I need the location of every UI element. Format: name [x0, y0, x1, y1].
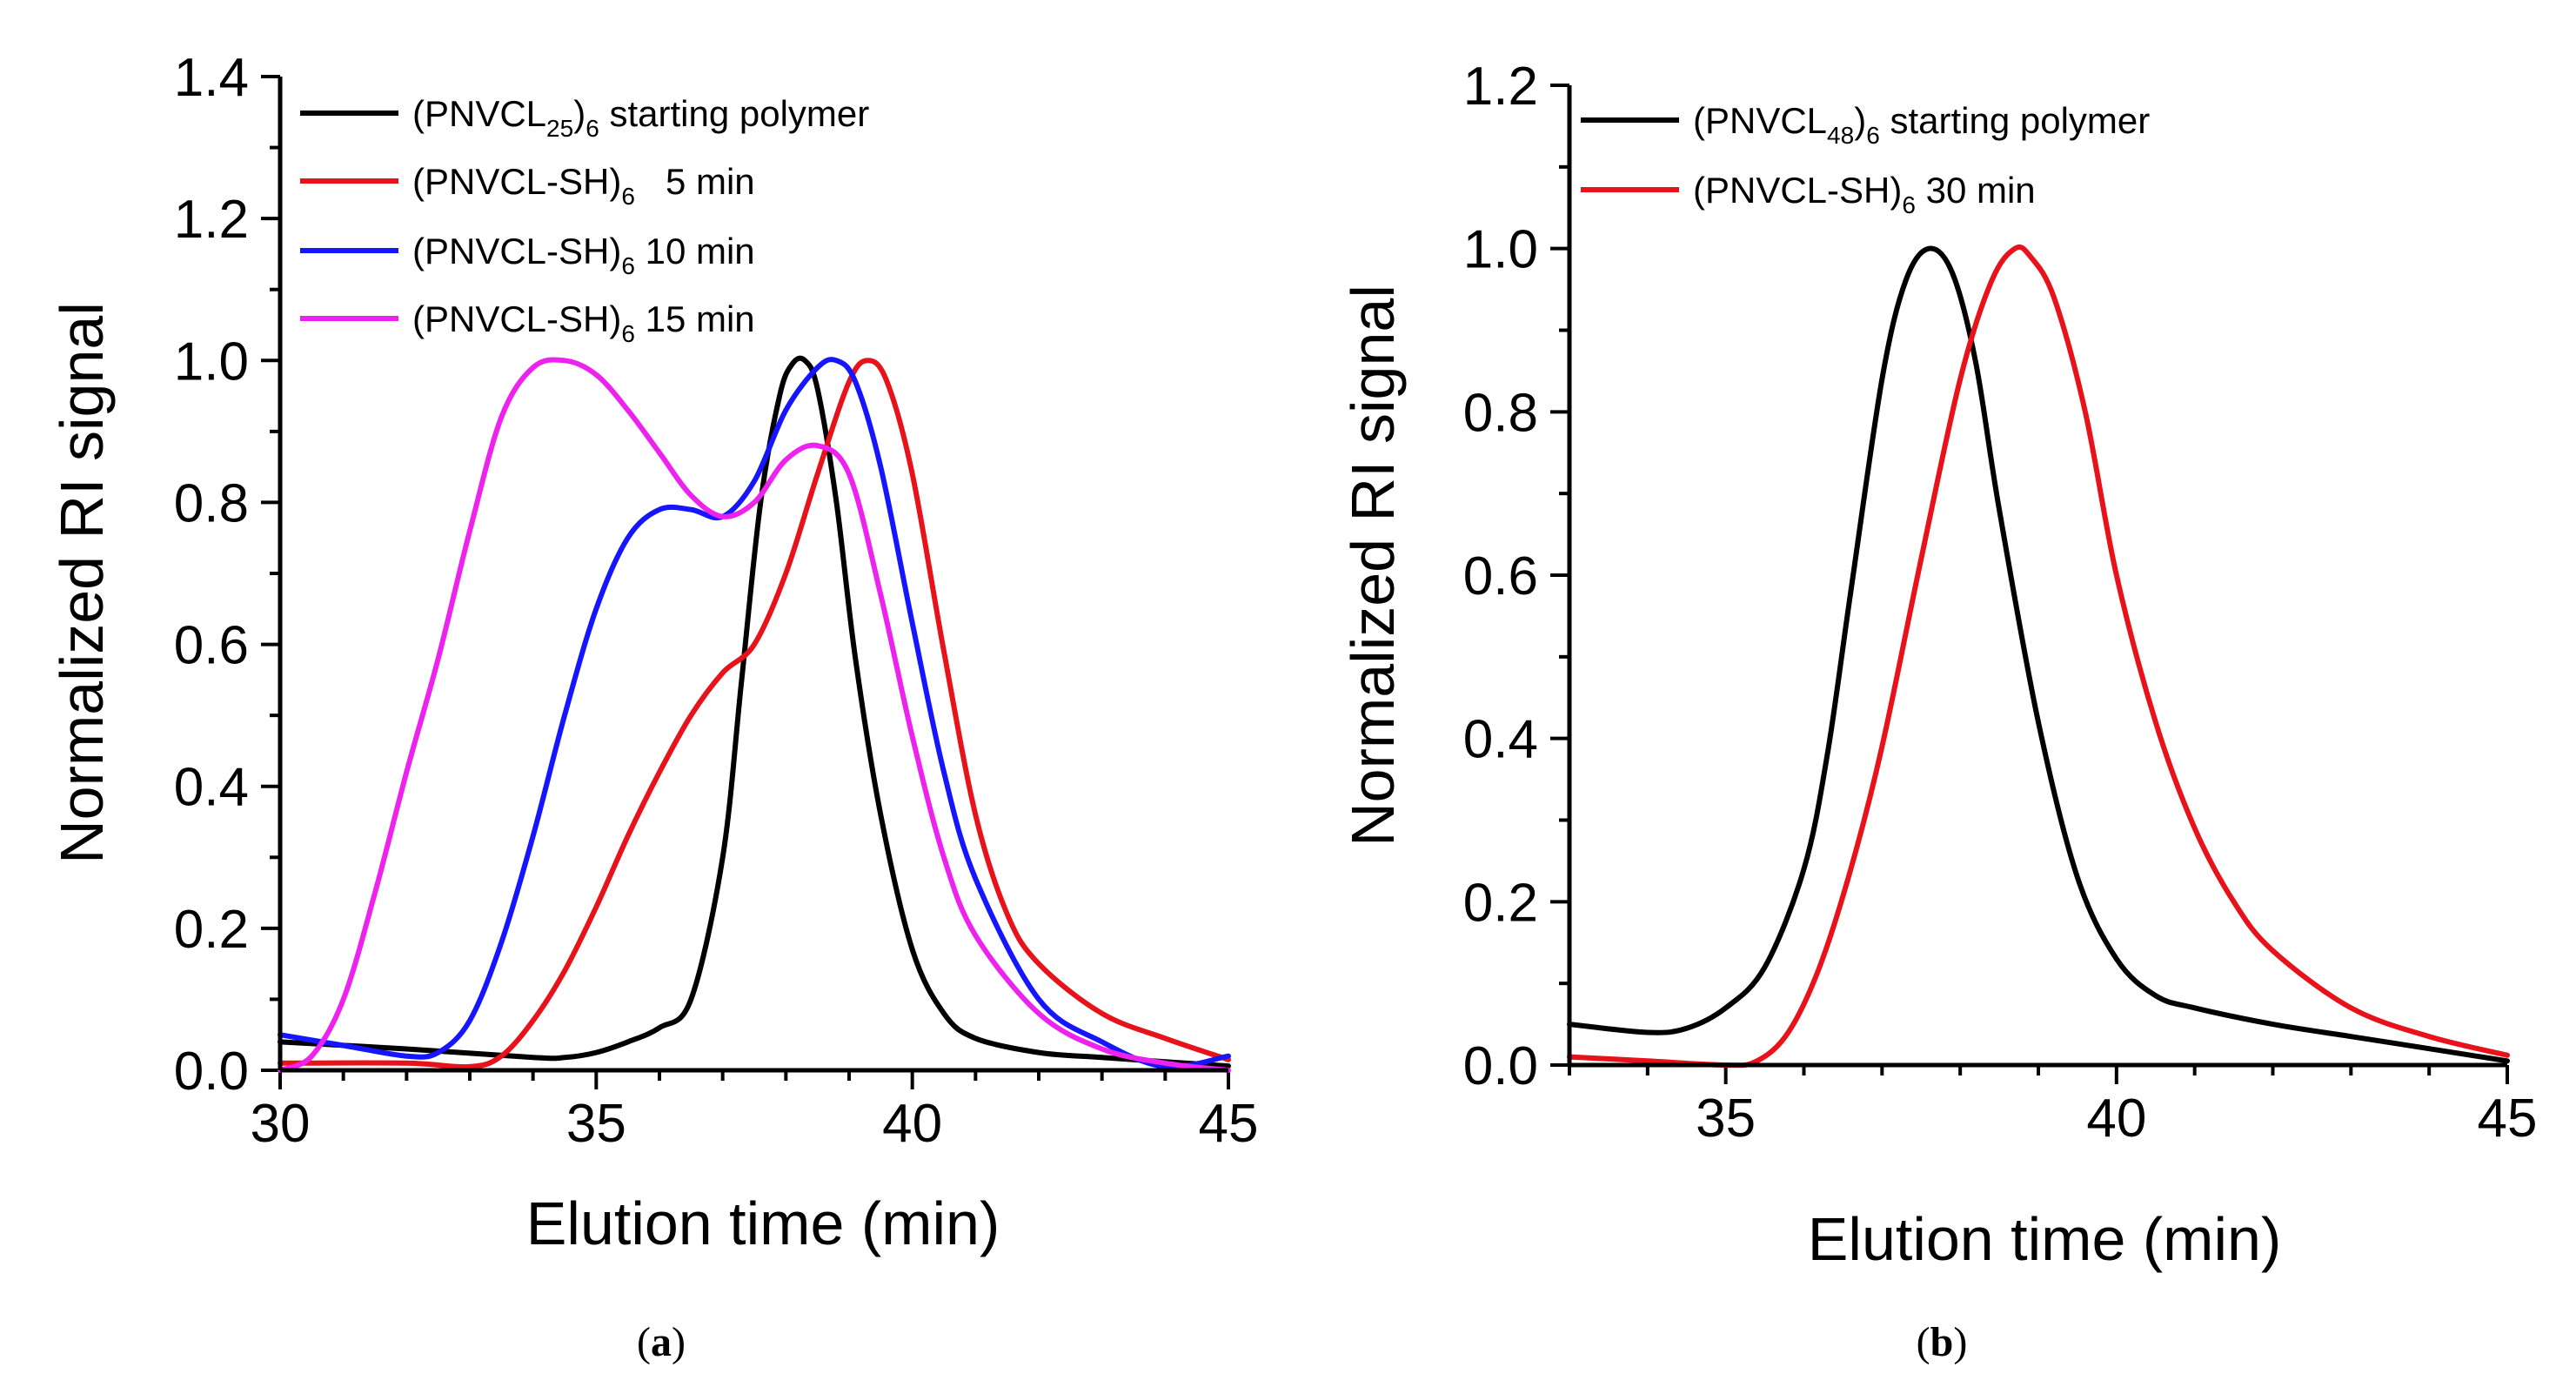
legend-label-b-0: (PNVCL48)6 starting polymer: [1693, 100, 2150, 149]
y-tick-label-a-0: 0.0: [174, 1042, 249, 1102]
series-line-a-1: [278, 358, 1231, 1070]
x-tick-label-a-1: 35: [566, 1094, 626, 1154]
series-lines-b: [1567, 244, 2510, 1069]
series-line-a-0: [278, 355, 1231, 1069]
legend-label-b-1: (PNVCL-SH)6 30 min: [1693, 170, 2036, 218]
y-tick-label-b-0: 0.0: [1463, 1036, 1538, 1096]
y-tick-label-b-6: 1.2: [1463, 57, 1538, 117]
x-tick-label-a-2: 40: [882, 1094, 942, 1154]
axis-ticks-b: 35 40 45 0.0 0.2 0.4 0.6 0.8 1.0 1.2: [1463, 57, 2538, 1149]
y-tick-label-a-5: 1.0: [174, 332, 249, 392]
series-line-b-1: [1567, 244, 2510, 1069]
x-tick-label-b-0: 35: [1696, 1089, 1756, 1149]
y-tick-label-a-6: 1.2: [174, 190, 249, 250]
legend-label-a-3: (PNVCL-SH)6 15 min: [412, 298, 755, 347]
x-tick-label-a-0: 30: [251, 1094, 311, 1154]
legend-b: (PNVCL48)6 starting polymer (PNVCL-SH)6 …: [1581, 100, 2150, 218]
y-tick-label-b-4: 0.8: [1463, 383, 1538, 443]
series-line-b-0: [1567, 245, 2510, 1064]
series-line-a-3: [278, 357, 1231, 1073]
caption-b: (b): [1917, 1319, 1968, 1365]
y-tick-label-b-5: 1.0: [1463, 220, 1538, 280]
y-tick-label-b-1: 0.2: [1463, 873, 1538, 933]
y-axis-title-b: Normalized RI signal: [1339, 285, 1407, 847]
series-line-a-2: [278, 357, 1231, 1070]
x-axis-title-b: Elution time (min): [1808, 1205, 2282, 1273]
legend-label-a-2: (PNVCL-SH)6 10 min: [412, 231, 755, 279]
x-tick-label-b-2: 45: [2478, 1089, 2538, 1149]
legend-label-a-1: (PNVCL-SH)6 5 min: [412, 161, 755, 210]
caption-a: (a): [637, 1319, 686, 1365]
y-tick-label-a-3: 0.6: [174, 616, 249, 676]
x-tick-label-a-3: 45: [1199, 1094, 1259, 1154]
x-tick-label-b-1: 40: [2086, 1089, 2146, 1149]
y-tick-label-b-2: 0.4: [1463, 710, 1538, 770]
y-tick-label-a-4: 0.8: [174, 473, 249, 533]
y-tick-label-a-7: 1.4: [174, 48, 249, 108]
legend-a: (PNVCL25)6 starting polymer (PNVCL-SH)6 …: [300, 93, 869, 347]
legend-label-a-0: (PNVCL25)6 starting polymer: [412, 93, 869, 142]
chart-panel-a: Normalized RI signal Elution time (min) …: [48, 48, 1258, 1365]
y-axis-title-a: Normalized RI signal: [48, 302, 116, 864]
y-tick-label-b-3: 0.6: [1463, 546, 1538, 606]
chart-panel-b: Normalized RI signal Elution time (min) …: [1339, 57, 2537, 1365]
y-tick-label-a-2: 0.4: [174, 758, 249, 818]
y-tick-label-a-1: 0.2: [174, 900, 249, 960]
series-lines-a: [278, 355, 1231, 1073]
axis-ticks-a: 30 35 40 45 0.0 0.2 0.4 0.6 0.8 1.0 1.2 1.4: [174, 48, 1259, 1154]
x-axis-title-a: Elution time (min): [526, 1189, 1000, 1257]
